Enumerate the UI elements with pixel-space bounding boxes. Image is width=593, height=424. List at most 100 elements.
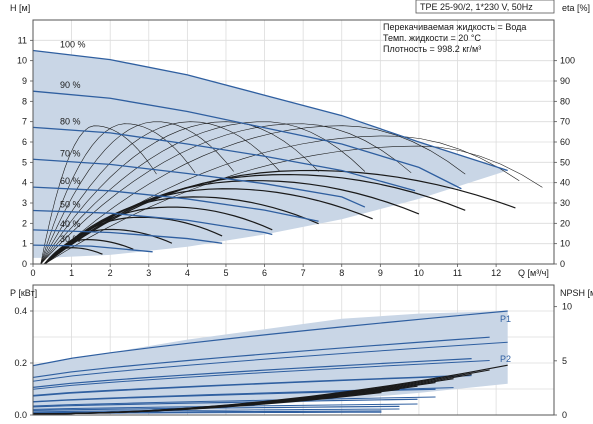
head-curve-50 [32,209,273,236]
y-tick-label: 1 [22,239,27,249]
efficiency-curve-bold [44,239,134,265]
x-tick-label: 6 [262,268,267,278]
y2-tick-label: 80 [560,96,570,106]
annotation-density: Плотность = 998.2 кг/м³ [383,44,481,54]
power-frame [32,284,555,416]
y-tick-label: 0 [22,259,27,269]
efficiency-curve [40,123,196,265]
y-tick-label: 6 [22,137,27,147]
power-curve-p2 [32,408,400,413]
npsh-tick-label: 0 [562,410,567,420]
x-tick-label: 0 [30,268,35,278]
x-tick-label: 9 [378,268,383,278]
speed-label: 60 % [60,176,81,186]
efficiency-curve-bold [44,180,420,265]
p-tick-label: 0.4 [14,306,27,316]
annotation-liquid: Перекачиваемая жидкость = Вода [383,22,526,32]
speed-label: 40 % [60,219,81,229]
y-tick-label: 5 [22,157,27,167]
head-curve-90 [32,90,462,190]
power-curve-p1 [32,375,454,397]
x-tick-label: 12 [491,268,501,278]
head-ticks: 0 1 2 3 4 5 6 7 8 9 10 11 12012345678910110102030405… [17,35,575,278]
power-curve-p2 [32,341,508,382]
y2-tick-label: 60 [560,137,570,147]
power-panel: 0.0 0.2 0.4 0 5 10 [14,284,572,420]
efficiency-curve-bold [44,196,319,265]
y-tick-label: 9 [22,76,27,86]
y2-tick-label: 20 [560,218,570,228]
y2-label-eta: eta [%] [562,3,590,13]
x-tick-label: 5 [223,268,228,278]
npsh-tick-label: 5 [562,356,567,366]
y2-tick-label: 50 [560,157,570,167]
title-box [415,0,555,14]
y-tick-label: 10 [17,56,27,66]
efficiency-curve [40,121,366,265]
x-tick-label: 11 [453,268,462,278]
power-curve-p2 [32,396,436,407]
head-frame [32,19,555,265]
y2-tick-label: 90 [560,76,570,86]
head-curve-30 [32,244,153,253]
efficiency-curve [44,125,466,265]
x-label-q: Q [м³/ч] [518,268,549,278]
npsh-tick-label: 10 [562,302,572,312]
x-tick-label: 4 [185,268,190,278]
power-curve-p1 [32,336,490,379]
x-tick-label: 7 [301,268,306,278]
head-curve-100 [32,49,508,172]
head-curve-60 [32,186,319,222]
y-label-head: H [м] [10,3,30,13]
efficiency-curve [40,121,234,265]
x-tick-label: 3 [146,268,151,278]
efficiency-curve [40,121,281,265]
efficiency-curve-bold [44,247,103,265]
y-tick-label: 11 [18,35,27,45]
p-tick-label: 0.0 [14,410,27,420]
power-curve-p2 [32,360,490,390]
speed-label: 90 % [60,80,81,90]
power-curve-p1 [32,310,508,367]
y-tick-label: 8 [22,96,27,106]
speed-labels: 100 % 90 % 80 % 70 % 60 % 50 % 40 % 30 % [60,40,86,245]
y-tick-label: 7 [22,117,27,127]
npsh-curve [32,391,382,415]
speed-label: 70 % [60,148,81,158]
y2-tick-label: 0 [560,259,565,269]
label-p1: P1 [500,314,511,324]
x-tick-label: 1 [69,268,74,278]
head-curves [32,49,508,253]
p-tick-label: 0.2 [14,358,27,368]
y2-tick-label: 10 [560,239,570,249]
y2-tick-label: 40 [560,178,570,188]
x-tick-label: 8 [339,268,344,278]
speed-label: 100 % [60,40,86,50]
power-curves [32,310,508,415]
speed-label: 50 % [60,200,81,210]
y-tick-label: 4 [22,178,27,188]
efficiency-curve [40,125,157,265]
speed-label: 30 % [60,234,81,244]
efficiency-curve [40,121,319,265]
y2-label-npsh: NPSH [м] [560,288,593,298]
y-label-power: P [кВт] [10,288,37,298]
chart-title: TPE 25-90/2, 1*230 V, 50Hz [420,2,533,12]
power-curve-p1 [32,358,472,388]
efficiency-curve-bold [44,188,373,265]
y2-tick-label: 70 [560,117,570,127]
head-curve-40 [32,229,223,244]
label-p2: P2 [500,354,511,364]
speed-label: 80 % [60,116,81,126]
efficiency-curve [40,123,412,265]
y2-tick-label: 100 [560,56,575,66]
y2-tick-label: 30 [560,198,570,208]
x-tick-label: 10 [414,268,424,278]
x-tick-label: 2 [108,268,113,278]
y-tick-label: 3 [22,198,27,208]
annotation-temp: Темп. жидкости = 20 °C [383,33,481,43]
head-curve-70 [32,158,366,208]
y-tick-label: 2 [22,218,27,228]
